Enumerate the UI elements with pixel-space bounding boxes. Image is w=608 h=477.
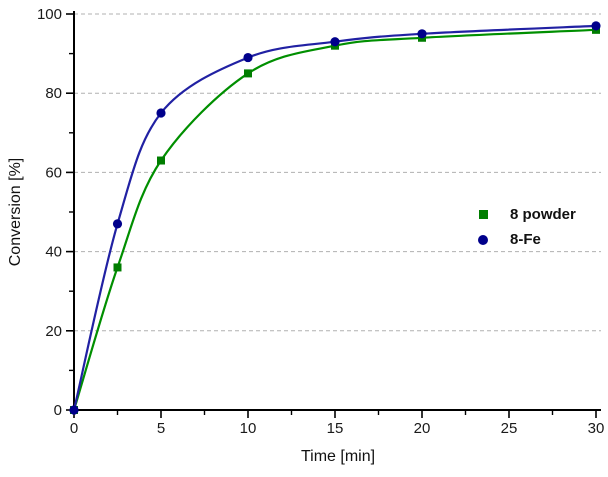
legend-label-8-fe: 8-Fe (510, 231, 541, 248)
data-point-8-fe-5 (417, 29, 427, 39)
ticks (66, 13, 597, 418)
square-marker-icon (478, 210, 488, 219)
data-point-8-fe-6 (591, 21, 601, 31)
axes (73, 11, 601, 411)
legend: 8 powder 8-Fe (468, 202, 576, 252)
y-tick-label-40: 40 (45, 244, 62, 261)
series-8-fe (69, 21, 601, 415)
data-point-8-powder-3 (244, 69, 252, 78)
gridlines (74, 13, 601, 332)
x-tick-label-20: 20 (414, 420, 431, 437)
circle-marker-icon (478, 234, 488, 245)
tick-labels: 0 5 10 15 20 25 30 0 20 40 60 80 100 (37, 6, 604, 437)
data-point-8-powder-2 (157, 156, 165, 165)
data-point-8-fe-0 (69, 405, 79, 415)
y-tick-label-80: 80 (45, 85, 62, 102)
x-tick-label-0: 0 (70, 420, 78, 437)
y-tick-label-0: 0 (54, 402, 62, 419)
x-tick-label-30: 30 (588, 420, 605, 437)
data-point-8-fe-2 (156, 108, 166, 118)
legend-item-8-fe: 8-Fe (468, 227, 576, 252)
y-tick-label-100: 100 (37, 6, 62, 23)
x-tick-label-5: 5 (157, 420, 165, 437)
y-axis-title: Conversion [%] (7, 157, 24, 267)
legend-swatch-wrap (468, 210, 498, 219)
y-tick-label-60: 60 (45, 164, 62, 181)
legend-swatch-wrap (468, 234, 498, 245)
x-tick-label-25: 25 (501, 420, 518, 437)
data-point-8-fe-4 (330, 37, 340, 47)
data-point-8-fe-1 (112, 219, 123, 229)
legend-item-8-powder: 8 powder (468, 202, 576, 227)
y-tick-label-20: 20 (45, 323, 62, 340)
data-point-8-fe-3 (243, 52, 253, 63)
legend-label-8-powder: 8 powder (510, 206, 576, 223)
x-tick-label-10: 10 (240, 420, 257, 437)
x-axis-title: Time [min] (300, 448, 376, 465)
data-point-8-powder-1 (113, 263, 122, 272)
x-tick-label-15: 15 (327, 420, 344, 437)
